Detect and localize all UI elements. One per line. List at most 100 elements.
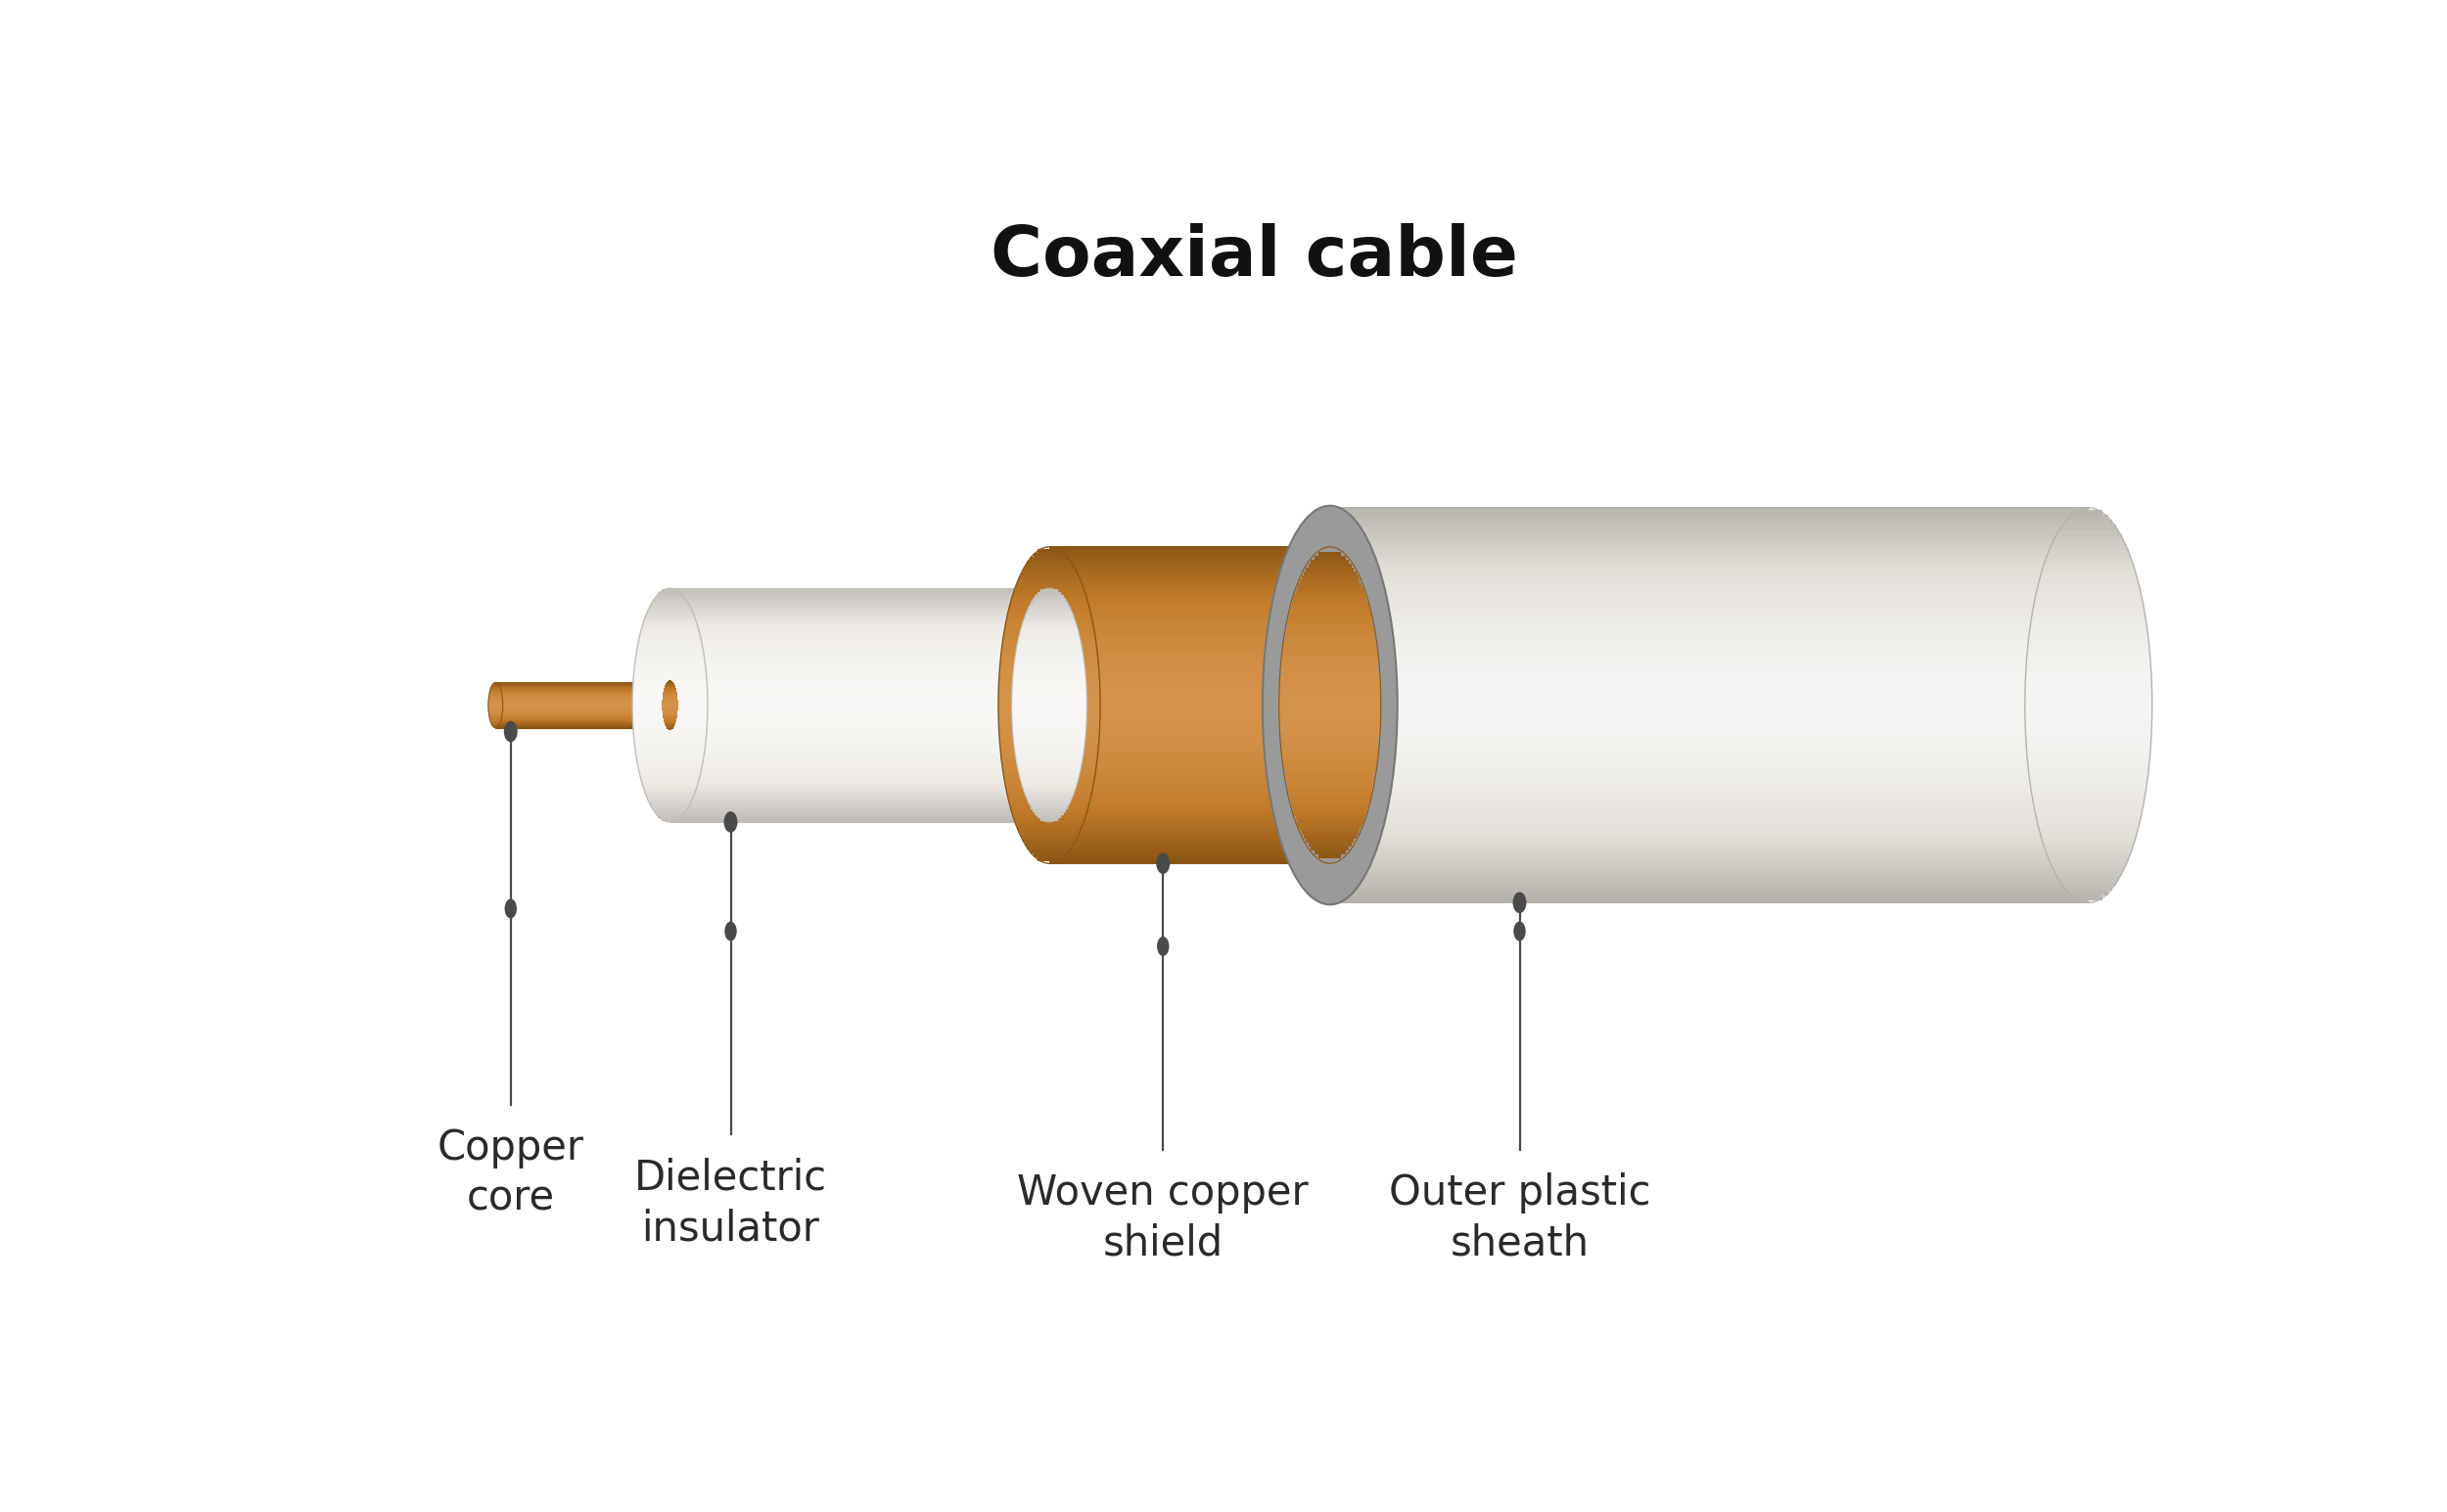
Bar	[1050, 812, 1334, 816]
Bar	[1011, 600, 1089, 605]
Bar	[670, 705, 1052, 708]
Bar	[1294, 591, 1365, 594]
Bar	[1277, 810, 1383, 816]
Bar	[1013, 724, 1086, 727]
Bar	[1001, 647, 1096, 652]
Bar	[670, 717, 1052, 720]
Bar	[2033, 609, 2144, 614]
Bar	[636, 759, 702, 762]
Bar	[1299, 529, 1361, 535]
Bar	[1023, 785, 1077, 789]
Bar	[639, 634, 700, 637]
Bar	[1331, 838, 2090, 844]
Bar	[1331, 621, 2090, 626]
Bar	[670, 689, 1052, 694]
Bar	[1312, 559, 1348, 564]
Bar	[1013, 662, 1084, 665]
Bar	[670, 641, 1052, 644]
Bar	[1050, 680, 1334, 685]
Bar	[1287, 555, 1373, 559]
Bar	[670, 774, 1052, 779]
Bar	[1001, 747, 1099, 751]
Bar	[1038, 549, 1060, 553]
Bar	[1280, 715, 1380, 718]
Bar	[1270, 629, 1390, 634]
Bar	[998, 676, 1099, 679]
Bar	[1280, 691, 1380, 696]
Bar	[670, 761, 1052, 764]
Bar	[1050, 756, 1334, 761]
Bar	[1013, 680, 1086, 683]
Bar	[634, 680, 707, 683]
Bar	[1011, 700, 1086, 705]
Bar	[1299, 875, 1361, 880]
Bar	[1331, 532, 2090, 537]
Bar	[1302, 575, 1358, 579]
Bar	[2033, 599, 2144, 605]
Text: Outer plastic
sheath: Outer plastic sheath	[1390, 1172, 1649, 1264]
Bar	[2046, 559, 2131, 564]
Bar	[1331, 754, 2090, 759]
Bar	[1331, 803, 2090, 809]
Bar	[1282, 758, 1378, 762]
Bar	[1277, 816, 1383, 821]
Bar	[1050, 744, 1334, 748]
Bar	[1270, 634, 1390, 638]
Bar	[661, 590, 678, 593]
Bar	[651, 602, 688, 605]
Bar	[2031, 791, 2146, 797]
Bar	[1013, 736, 1086, 739]
Text: Woven copper
shield: Woven copper shield	[1018, 1172, 1309, 1264]
Bar	[1011, 810, 1086, 813]
Bar	[1030, 803, 1069, 806]
Bar	[2033, 603, 2144, 609]
Bar	[2038, 826, 2139, 832]
Bar	[1001, 762, 1096, 767]
Bar	[1331, 587, 2090, 591]
Bar	[1299, 827, 1361, 832]
Bar	[634, 718, 707, 721]
Bar	[1331, 561, 2090, 567]
Bar	[2036, 590, 2141, 594]
Bar	[1292, 599, 1368, 603]
Bar	[1038, 857, 1060, 862]
Bar	[1018, 768, 1082, 771]
Bar	[1299, 579, 1361, 584]
Bar	[1282, 753, 1378, 758]
Bar	[670, 682, 1052, 685]
Bar	[2053, 865, 2124, 871]
Bar	[1003, 770, 1096, 774]
Bar	[1275, 797, 1385, 801]
Bar	[1331, 872, 2090, 878]
Bar	[658, 815, 683, 818]
Bar	[636, 762, 702, 765]
Bar	[1050, 717, 1334, 721]
Bar	[1285, 773, 1375, 777]
Bar	[1331, 833, 2090, 839]
Bar	[1292, 807, 1368, 812]
Bar	[1013, 733, 1086, 736]
Bar	[998, 708, 1101, 711]
Bar	[1050, 795, 1334, 800]
Bar	[670, 795, 1052, 798]
Bar	[1272, 782, 1387, 786]
Bar	[1272, 623, 1387, 629]
Bar	[1033, 599, 1067, 602]
Bar	[1287, 626, 1373, 629]
Bar	[1050, 748, 1334, 753]
Bar	[1275, 801, 1385, 806]
Bar	[1020, 833, 1079, 838]
Bar	[1268, 751, 1392, 758]
Bar	[1001, 656, 1099, 659]
Bar	[1050, 658, 1334, 662]
Bar	[2026, 677, 2151, 683]
Bar	[2029, 771, 2148, 777]
Bar	[670, 770, 1052, 773]
Bar	[670, 732, 1052, 735]
Bar	[1331, 508, 2090, 513]
Bar	[1302, 832, 1358, 835]
Text: Coaxial cable: Coaxial cable	[991, 222, 1517, 290]
Bar	[1268, 692, 1392, 699]
Bar	[1028, 845, 1072, 850]
Bar	[1050, 626, 1334, 631]
